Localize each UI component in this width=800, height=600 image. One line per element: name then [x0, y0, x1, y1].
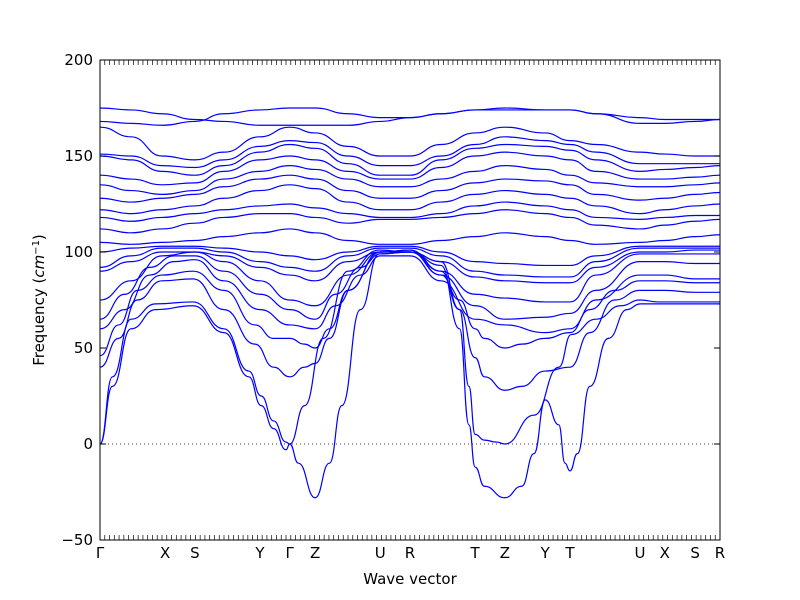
y-tick-label: 100: [64, 243, 93, 261]
y-axis-label-unit: cm: [30, 255, 48, 278]
band-line-8: [100, 249, 720, 284]
band-line-13: [100, 201, 720, 222]
x-axis-label: Wave vector: [363, 570, 457, 588]
x-tick-label: Γ: [96, 544, 105, 562]
band-line-15: [100, 174, 720, 203]
x-tick-label: R: [405, 544, 415, 562]
band-line-21: [100, 107, 720, 126]
x-tick-label: Z: [500, 544, 510, 562]
band-line-11: [100, 228, 720, 245]
band-line-19: [100, 136, 720, 169]
x-tick-label: R: [715, 544, 725, 562]
y-tick-label: 200: [64, 51, 93, 69]
y-tick-label: 150: [64, 147, 93, 165]
x-tick-label: U: [375, 544, 386, 562]
plot-area: [100, 107, 720, 499]
x-tick-label: Z: [310, 544, 320, 562]
x-tick-label: X: [660, 544, 670, 562]
x-tick-label: S: [690, 544, 700, 562]
band-line-10: [100, 245, 720, 267]
band-line-18: [100, 143, 720, 176]
bands-group: [100, 107, 720, 499]
x-tick-label: Y: [254, 544, 265, 562]
band-line-9: [100, 247, 720, 278]
x-tick-label: T: [470, 544, 481, 562]
x-tick-label: S: [190, 544, 200, 562]
band-line-20: [100, 126, 720, 161]
band-line-22: [100, 107, 720, 126]
x-tick-label: Y: [540, 544, 551, 562]
x-tick-label: Γ: [286, 544, 295, 562]
y-tick-label: 0: [83, 435, 93, 453]
band-line-2: [100, 251, 720, 499]
y-tick-label: −50: [61, 531, 93, 549]
band-line-12: [100, 209, 720, 234]
plot-frame: [99, 59, 721, 541]
y-tick-label: 50: [74, 339, 93, 357]
band-line-5: [100, 255, 720, 334]
band-line-14: [100, 184, 720, 215]
x-tick-label: T: [564, 544, 575, 562]
band-line-4: [100, 249, 720, 357]
y-axis-label-text: Frequency: [30, 288, 48, 366]
x-tick-label: U: [635, 544, 646, 562]
x-tick-label: X: [160, 544, 170, 562]
y-axis-label: Frequency (cm−1): [30, 234, 48, 366]
band-line-6: [100, 251, 720, 320]
y-axis-label-unit-exponent: −1: [31, 240, 42, 255]
band-line-17: [100, 151, 720, 186]
band-line-16: [100, 164, 720, 196]
